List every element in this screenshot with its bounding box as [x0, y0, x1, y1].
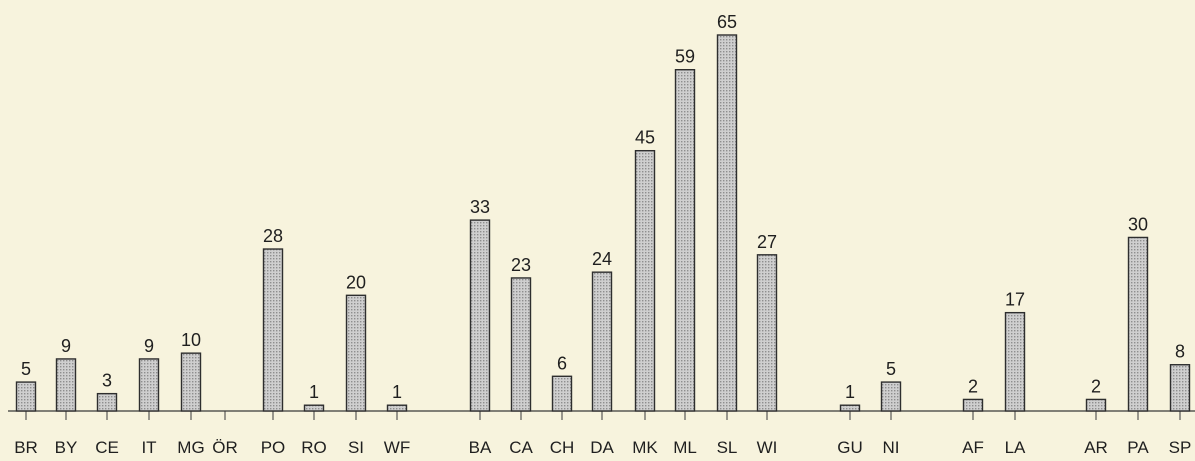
value-label-ro: 1 — [309, 382, 319, 402]
value-label-sp: 8 — [1175, 342, 1185, 362]
value-label-po: 28 — [263, 226, 283, 246]
bar-ni — [880, 381, 902, 412]
category-label-sp: SP — [1169, 438, 1192, 457]
bar-ch — [551, 375, 573, 412]
category-label-wf: WF — [384, 438, 410, 457]
bar-gu — [839, 404, 861, 412]
bar-by — [55, 358, 77, 412]
value-label-si: 20 — [346, 272, 366, 292]
category-label-br: BR — [14, 438, 38, 457]
bar-la — [1004, 311, 1026, 412]
value-label-da: 24 — [592, 249, 612, 269]
category-label-ml: ML — [673, 438, 697, 457]
value-label-ni: 5 — [886, 359, 896, 379]
category-label-mk: MK — [632, 438, 658, 457]
category-label-af: AF — [962, 438, 984, 457]
bar-wf — [386, 404, 408, 412]
bar-ce — [96, 392, 118, 412]
category-label-pa: PA — [1127, 438, 1149, 457]
bars-layer — [15, 34, 1191, 412]
category-label-ce: CE — [95, 438, 119, 457]
category-label-gu: GU — [837, 438, 863, 457]
bar-wi — [756, 254, 778, 412]
value-label-sl: 65 — [717, 12, 737, 32]
category-label-by: BY — [55, 438, 78, 457]
value-label-wi: 27 — [757, 232, 777, 252]
bar-pa — [1127, 236, 1149, 412]
value-label-ar: 2 — [1091, 376, 1101, 396]
value-label-wf: 1 — [392, 382, 402, 402]
bar-ba — [469, 219, 491, 412]
category-label-mg: MG — [177, 438, 204, 457]
bar-sp — [1169, 364, 1191, 412]
bar-ca — [510, 277, 532, 412]
value-label-it: 9 — [144, 336, 154, 356]
category-labels-layer: BR BY CE IT MG ÖR PO RO SI WF BA CA CH DA MK ML SL WI GU NI… — [14, 438, 1191, 457]
value-label-br: 5 — [21, 359, 31, 379]
value-label-gu: 1 — [845, 382, 855, 402]
category-label-ar: AR — [1084, 438, 1108, 457]
category-label-si: SI — [348, 438, 364, 457]
category-label-ca: CA — [509, 438, 533, 457]
category-label-la: LA — [1005, 438, 1026, 457]
bar-sl — [716, 34, 738, 412]
bar-mg — [180, 352, 202, 412]
value-label-af: 2 — [968, 376, 978, 396]
bar-si — [345, 294, 367, 412]
bar-da — [591, 271, 613, 412]
category-label-sl: SL — [717, 438, 738, 457]
category-label-da: DA — [590, 438, 614, 457]
value-label-ml: 59 — [675, 47, 695, 67]
value-label-la: 17 — [1005, 290, 1025, 310]
bar-ro — [303, 404, 325, 412]
category-label-ba: BA — [469, 438, 492, 457]
bar-ml — [674, 69, 696, 412]
value-label-mk: 45 — [635, 128, 655, 148]
value-label-mg: 10 — [181, 330, 201, 350]
category-label-ch: CH — [550, 438, 575, 457]
value-label-ce: 3 — [102, 371, 112, 391]
bar-mk — [634, 149, 656, 412]
category-label-ro: RO — [301, 438, 327, 457]
value-label-ba: 33 — [470, 197, 490, 217]
bar-ar — [1085, 398, 1107, 412]
bar-it — [138, 358, 160, 412]
category-label-ör: ÖR — [212, 438, 238, 457]
value-label-pa: 30 — [1128, 214, 1148, 234]
x-axis — [8, 410, 1195, 420]
category-label-wi: WI — [757, 438, 778, 457]
value-label-ch: 6 — [557, 353, 567, 373]
value-label-by: 9 — [61, 336, 71, 356]
category-label-it: IT — [141, 438, 156, 457]
category-label-po: PO — [261, 438, 286, 457]
bar-po — [262, 248, 284, 412]
value-label-ca: 23 — [511, 255, 531, 275]
bar-af — [962, 398, 984, 412]
category-label-ni: NI — [883, 438, 900, 457]
bar-br — [15, 381, 37, 412]
